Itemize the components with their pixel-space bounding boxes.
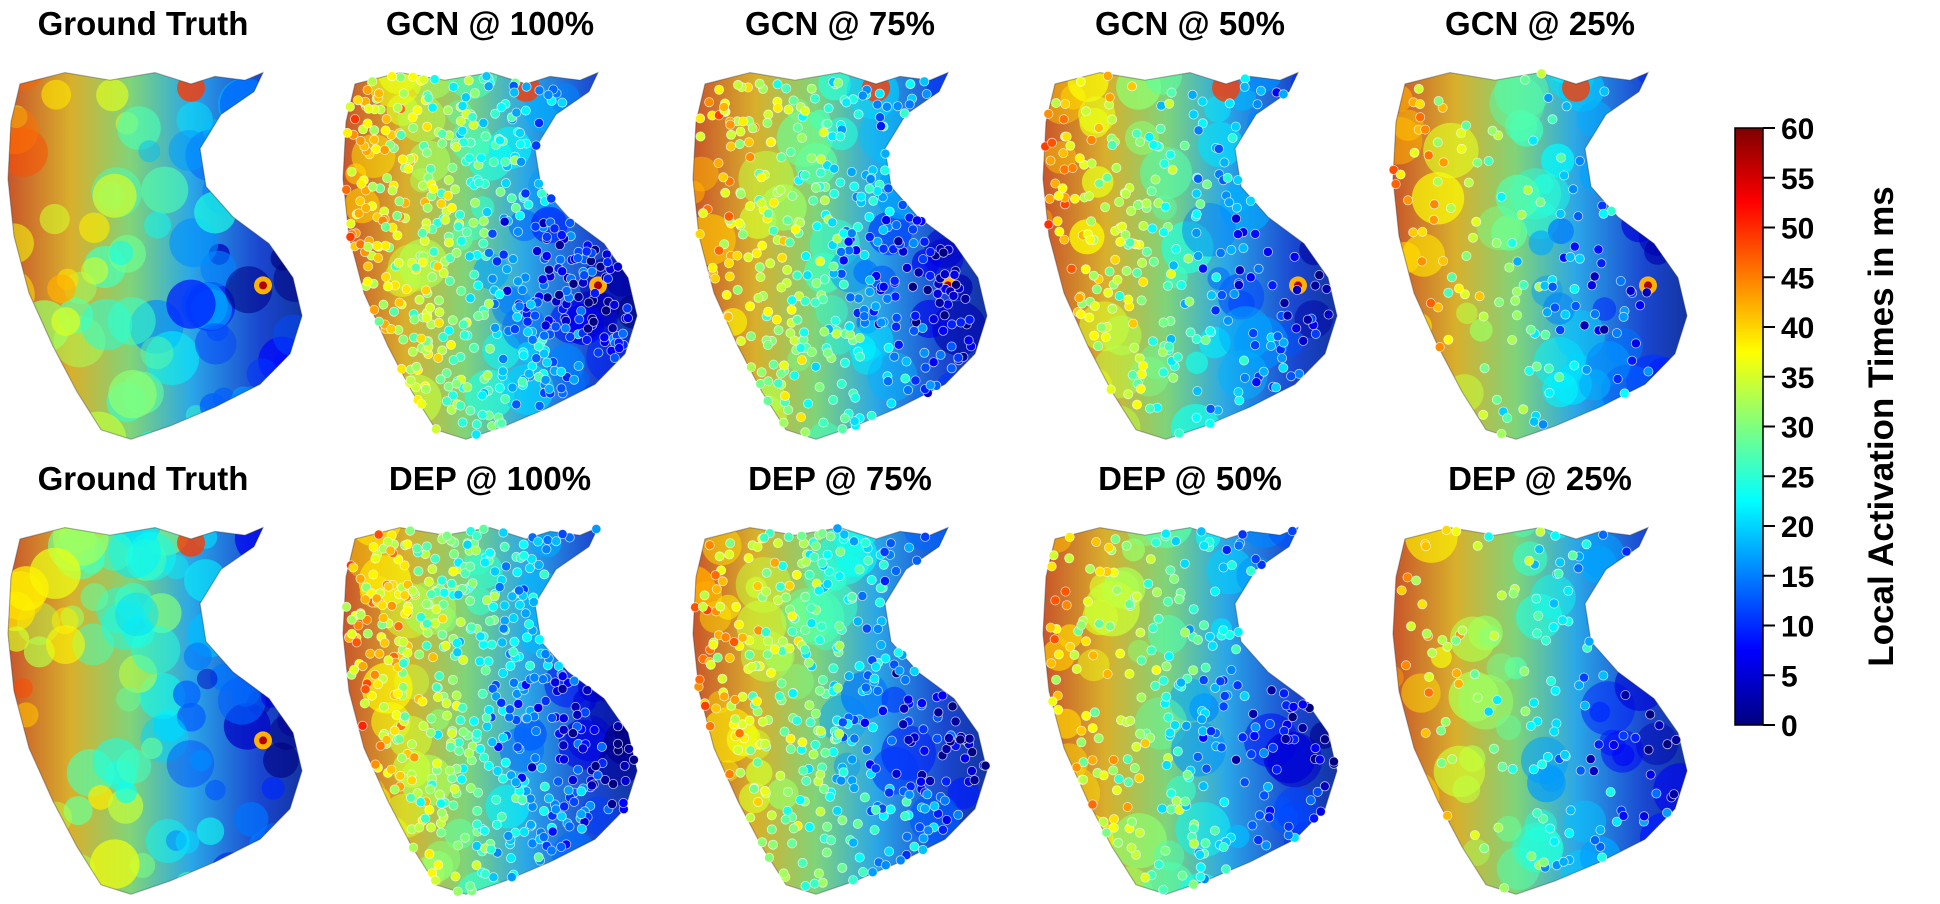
panel-gcn-0-2: GCN @ 75% [692,5,988,440]
colorbar-title: Local Activation Times in ms [1862,186,1901,666]
panel-dep-1-1: DEP @ 100% [341,460,639,897]
heart-surface [1043,72,1337,440]
sample-points [694,76,977,438]
panel-grid: Ground Truth GCN @ 100% GCN @ 75% GCN @ 50%… [7,5,1688,897]
panel-title: GCN @ 100% [386,5,594,42]
colorbar-tick-label: 60 [1781,113,1814,146]
panel-title: GCN @ 75% [745,5,935,42]
panel-title: GCN @ 50% [1095,5,1285,42]
heart-surface [8,527,302,895]
panel-dep-1-4: DEP @ 25% [1392,460,1688,895]
colorbar-tick-label: 15 [1781,561,1814,594]
colorbar-tick-label: 5 [1781,660,1798,693]
colorbar-tick-label: 10 [1781,611,1814,644]
colorbar-tick-label: 30 [1781,412,1814,445]
sample-points [341,71,634,440]
panel-gt-0-0: Ground Truth [7,5,303,440]
panel-dep-1-3: DEP @ 50% [1042,460,1339,895]
panel-gcn-0-1: GCN @ 100% [341,5,638,440]
sample-points [1040,70,1334,439]
panel-title: Ground Truth [38,460,249,497]
panel-dep-1-2: DEP @ 75% [690,460,991,895]
panel-gcn-0-4: GCN @ 25% [1388,5,1688,440]
colorbar-tick-label: 55 [1781,163,1814,196]
heart-surface [8,72,302,440]
panel-title: DEP @ 75% [748,460,932,497]
heart-surface [693,527,987,895]
sample-points [690,523,991,892]
panel-title: Ground Truth [38,5,249,42]
panel-title: DEP @ 100% [389,460,591,497]
colorbar-tick-label: 50 [1781,213,1814,246]
sample-points [1388,68,1654,439]
colorbar-tick-label: 20 [1781,511,1814,544]
panel-title: GCN @ 25% [1445,5,1635,42]
sample-points [341,523,639,897]
colorbar-tick-label: 0 [1781,710,1798,743]
heart-surface [1043,527,1337,895]
colorbar-gradient [1734,127,1764,726]
colorbar-tick-label: 25 [1781,461,1814,494]
colorbar-tick-label: 35 [1781,362,1814,395]
panel-title: DEP @ 50% [1098,460,1282,497]
panel-gcn-0-3: GCN @ 50% [1040,5,1338,440]
panel-gt-1-0: Ground Truth [7,460,303,895]
panel-title: DEP @ 25% [1448,460,1632,497]
sample-points [1396,525,1682,894]
sample-points [1045,526,1339,895]
colorbar-tick-label: 45 [1781,262,1814,295]
colorbar-tick-label: 40 [1781,312,1814,345]
